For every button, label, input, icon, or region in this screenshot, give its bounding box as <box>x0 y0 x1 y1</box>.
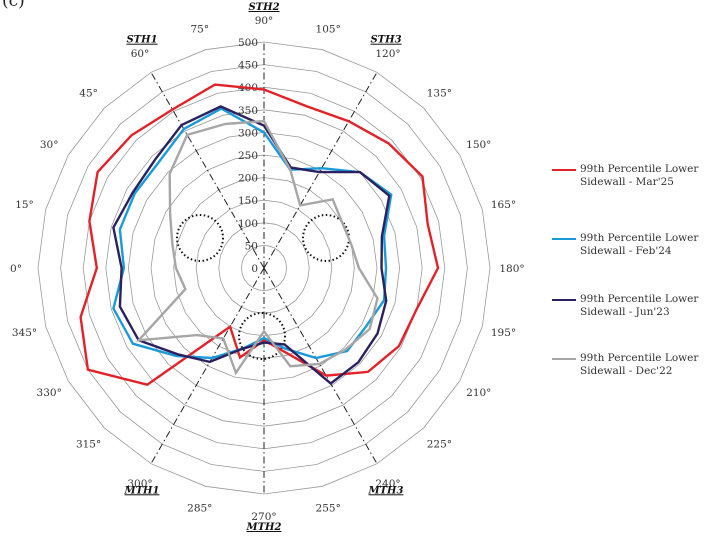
dotted-circle <box>176 214 224 262</box>
legend-label: 99th Percentile Lower Sidewall - Mar'25 <box>580 163 699 188</box>
grid-ring-50 <box>240 244 288 292</box>
axis-name-sth3: STH3 <box>370 35 401 46</box>
legend-swatch <box>552 169 576 171</box>
angle-label: 270° <box>251 511 276 523</box>
legend-label: 99th Percentile Lower Sidewall - Feb'24 <box>580 232 699 257</box>
angle-label: 195° <box>491 327 516 339</box>
angle-label: 0° <box>10 263 22 275</box>
axis-line-sth3 <box>263 72 378 269</box>
grid-ring-250 <box>150 154 378 382</box>
legend-label: 99th Percentile Lower Sidewall - Jun'23 <box>580 293 699 318</box>
angle-label: 180° <box>499 263 524 275</box>
radial-tick-label: 100 <box>238 218 258 230</box>
angle-label: 165° <box>491 199 516 211</box>
angle-label: 285° <box>187 503 212 515</box>
angle-label: 150° <box>466 139 491 151</box>
axis-line-mth1 <box>150 267 265 464</box>
angle-label: 225° <box>427 438 452 450</box>
angle-label: 60° <box>131 48 150 60</box>
axis-name-mth3: MTH3 <box>368 485 404 496</box>
angle-label: 30° <box>40 139 59 151</box>
angle-label: 255° <box>316 503 341 515</box>
legend-swatch <box>552 358 576 360</box>
series-line-2 <box>112 107 393 360</box>
angle-label: 15° <box>15 199 34 211</box>
angle-label: 330° <box>37 387 62 399</box>
axis-line-mth3 <box>263 267 378 464</box>
radial-tick-label: 500 <box>238 37 258 49</box>
axis-name-sth2: STH2 <box>248 2 279 13</box>
angle-label: 45° <box>79 88 98 100</box>
axis-name-sth1: STH1 <box>126 35 157 46</box>
radial-tick-label: 0 <box>251 263 258 275</box>
axis-name-mth2: MTH2 <box>246 522 282 533</box>
radial-tick-label: 300 <box>238 127 258 139</box>
axis-line-sth1 <box>150 72 265 269</box>
radial-tick-label: 450 <box>238 60 258 72</box>
radial-tick-label: 200 <box>238 173 258 185</box>
series-line-3 <box>112 105 391 386</box>
angle-label: 240° <box>375 478 400 490</box>
axis-name-mth1: MTH1 <box>124 485 160 496</box>
angle-label: 345° <box>12 327 37 339</box>
angle-label: 210° <box>466 387 491 399</box>
series-line-4 <box>135 119 379 376</box>
dotted-circle <box>238 312 286 360</box>
angle-label: 105° <box>316 24 341 36</box>
grid-ring-500 <box>37 41 491 495</box>
angle-label: 315° <box>76 438 101 450</box>
legend-label: 99th Percentile Lower Sidewall - Dec'22 <box>580 352 699 377</box>
panel-label: (c) <box>2 0 25 11</box>
angle-label: 90° <box>255 15 274 27</box>
series-line-1 <box>79 83 440 386</box>
radial-tick-label: 150 <box>238 195 258 207</box>
angle-label: 120° <box>375 48 400 60</box>
angle-label: 135° <box>427 88 452 100</box>
radial-tick-label: 350 <box>238 105 258 117</box>
legend-swatch <box>552 299 576 301</box>
angle-label: 300° <box>127 478 152 490</box>
legend-swatch <box>552 238 576 240</box>
radial-tick-label: 250 <box>238 150 258 162</box>
angle-label: 75° <box>190 24 209 36</box>
grid-ring-350 <box>105 109 423 427</box>
